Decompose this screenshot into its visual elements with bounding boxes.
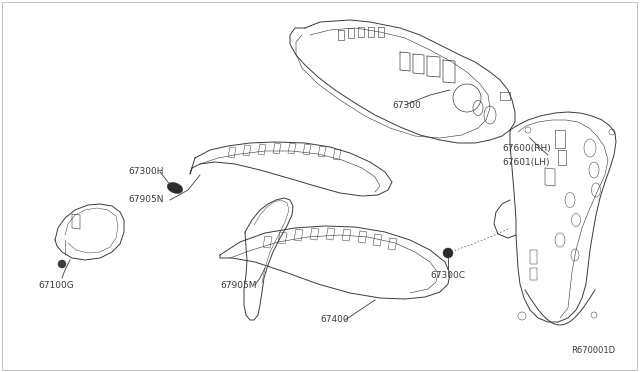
Text: 67300H: 67300H bbox=[128, 167, 163, 176]
Text: 67300C: 67300C bbox=[430, 270, 465, 279]
Text: 67905N: 67905N bbox=[128, 196, 163, 205]
Ellipse shape bbox=[167, 183, 182, 193]
Text: 67400: 67400 bbox=[320, 315, 349, 324]
Text: R670001D: R670001D bbox=[571, 346, 615, 355]
Text: 67100G: 67100G bbox=[38, 280, 74, 289]
Text: 67300: 67300 bbox=[392, 100, 420, 109]
Circle shape bbox=[58, 260, 66, 268]
Circle shape bbox=[443, 248, 453, 258]
Text: 67905M: 67905M bbox=[220, 280, 257, 289]
Text: 67601(LH): 67601(LH) bbox=[502, 157, 550, 167]
Text: 67600(RH): 67600(RH) bbox=[502, 144, 551, 153]
